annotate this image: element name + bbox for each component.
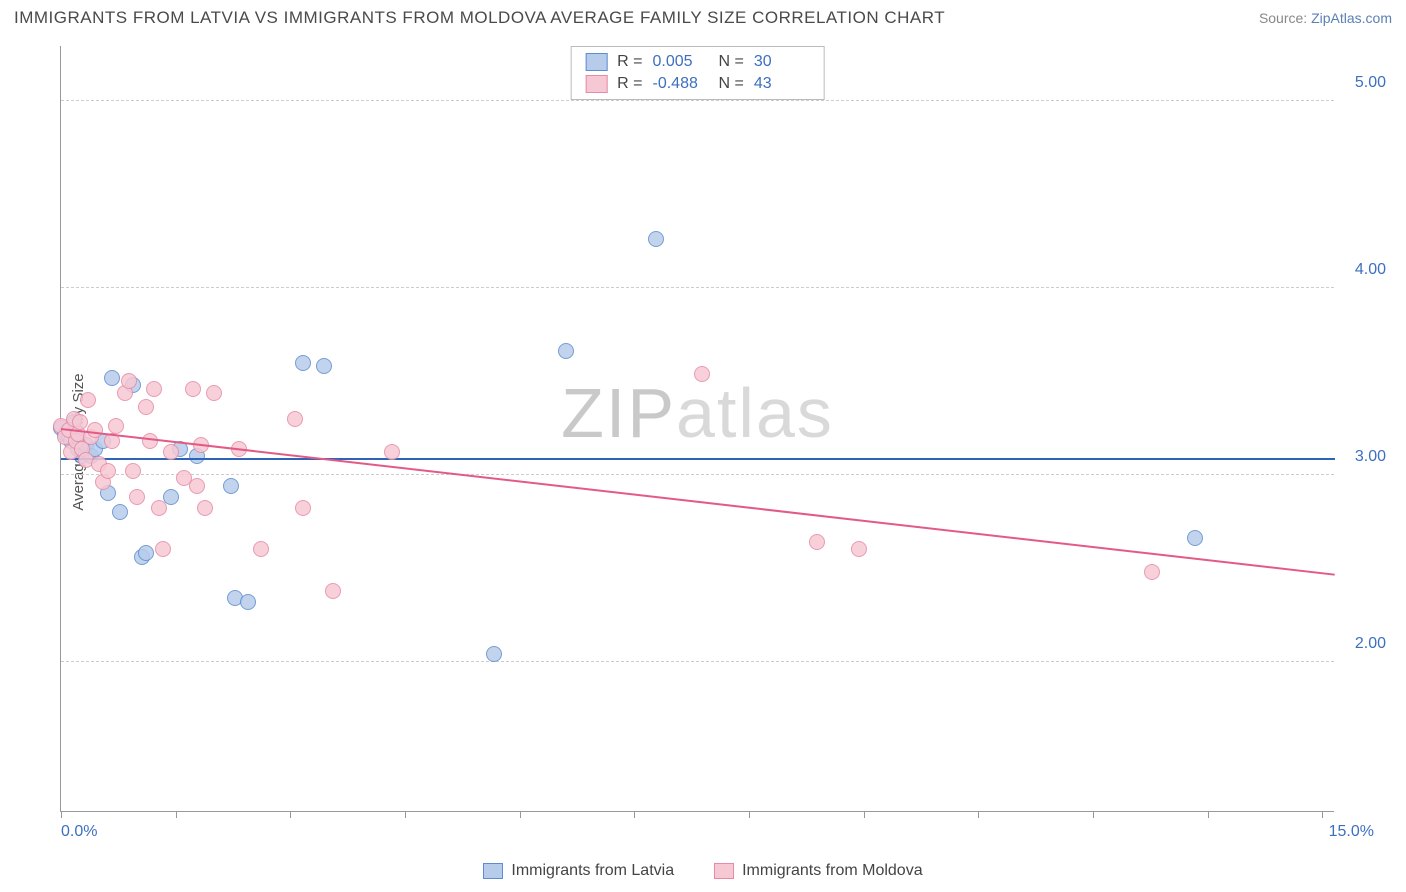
y-tick-label: 5.00	[1340, 74, 1386, 92]
x-tick	[1093, 811, 1094, 818]
series-legend: Immigrants from Latvia Immigrants from Mo…	[0, 862, 1406, 880]
stats-legend-box: R = 0.005 N = 30 R = -0.488 N = 43	[570, 46, 825, 100]
watermark-atlas: atlas	[676, 374, 834, 452]
source-credit: Source: ZipAtlas.com	[1259, 10, 1392, 26]
data-point	[72, 414, 88, 430]
data-point	[558, 343, 574, 359]
stat-r-value: -0.488	[653, 75, 709, 93]
gridline-h	[61, 474, 1334, 475]
data-point	[100, 463, 116, 479]
legend-swatch	[714, 863, 734, 879]
data-point	[125, 463, 141, 479]
gridline-h	[61, 661, 1334, 662]
x-tick	[405, 811, 406, 818]
data-point	[121, 373, 137, 389]
data-point	[80, 392, 96, 408]
source-label: Source:	[1259, 10, 1311, 26]
x-tick	[1322, 811, 1323, 818]
x-tick	[978, 811, 979, 818]
data-point	[287, 411, 303, 427]
stats-row: R = -0.488 N = 43	[571, 73, 824, 95]
source-link[interactable]: ZipAtlas.com	[1311, 10, 1392, 26]
y-tick-label: 3.00	[1340, 448, 1386, 466]
data-point	[155, 541, 171, 557]
data-point	[104, 370, 120, 386]
x-tick	[749, 811, 750, 818]
data-point	[138, 545, 154, 561]
data-point	[325, 583, 341, 599]
data-point	[129, 489, 145, 505]
data-point	[1144, 564, 1160, 580]
data-point	[185, 381, 201, 397]
data-point	[295, 500, 311, 516]
legend-item: Immigrants from Moldova	[714, 862, 923, 880]
data-point	[809, 534, 825, 550]
stat-n-value: 30	[754, 53, 810, 71]
x-tick	[864, 811, 865, 818]
x-tick	[176, 811, 177, 818]
data-point	[694, 366, 710, 382]
data-point	[486, 646, 502, 662]
y-tick-label: 2.00	[1340, 635, 1386, 653]
watermark-zip: ZIP	[561, 374, 676, 452]
plot-area: ZIPatlas R =0.005N =30R =-0.488N =43 2.0…	[60, 46, 1334, 812]
x-start-label: 0.0%	[61, 823, 97, 841]
data-point	[138, 399, 154, 415]
x-end-label: 15.0%	[1329, 823, 1374, 841]
legend-label: Immigrants from Moldova	[742, 862, 923, 880]
x-tick	[634, 811, 635, 818]
data-point	[253, 541, 269, 557]
x-tick	[520, 811, 521, 818]
data-point	[163, 444, 179, 460]
data-point	[851, 541, 867, 557]
legend-swatch	[483, 863, 503, 879]
gridline-h	[61, 287, 1334, 288]
stat-n-label: N =	[719, 75, 744, 93]
gridline-h	[61, 100, 1334, 101]
legend-swatch	[585, 53, 607, 71]
data-point	[197, 500, 213, 516]
data-point	[223, 478, 239, 494]
stat-r-label: R =	[617, 75, 642, 93]
x-tick	[1208, 811, 1209, 818]
stat-n-label: N =	[719, 53, 744, 71]
trend-line	[61, 458, 1335, 460]
data-point	[240, 594, 256, 610]
legend-swatch	[585, 75, 607, 93]
stat-r-value: 0.005	[653, 53, 709, 71]
chart-title: IMMIGRANTS FROM LATVIA VS IMMIGRANTS FRO…	[14, 8, 945, 28]
data-point	[295, 355, 311, 371]
data-point	[384, 444, 400, 460]
trend-line	[61, 428, 1335, 576]
stat-r-label: R =	[617, 53, 642, 71]
stats-row: R = 0.005 N = 30	[571, 51, 824, 73]
data-point	[108, 418, 124, 434]
data-point	[648, 231, 664, 247]
data-point	[206, 385, 222, 401]
data-point	[1187, 530, 1203, 546]
x-tick	[290, 811, 291, 818]
watermark: ZIPatlas	[561, 373, 834, 453]
y-tick-label: 4.00	[1340, 261, 1386, 279]
x-tick	[61, 811, 62, 818]
chart-container: Average Family Size ZIPatlas R =0.005N =…	[14, 46, 1392, 838]
data-point	[112, 504, 128, 520]
data-point	[316, 358, 332, 374]
data-point	[142, 433, 158, 449]
legend-item: Immigrants from Latvia	[483, 862, 674, 880]
data-point	[163, 489, 179, 505]
data-point	[146, 381, 162, 397]
data-point	[189, 478, 205, 494]
stat-n-value: 43	[754, 75, 810, 93]
data-point	[87, 422, 103, 438]
data-point	[151, 500, 167, 516]
legend-label: Immigrants from Latvia	[511, 862, 674, 880]
